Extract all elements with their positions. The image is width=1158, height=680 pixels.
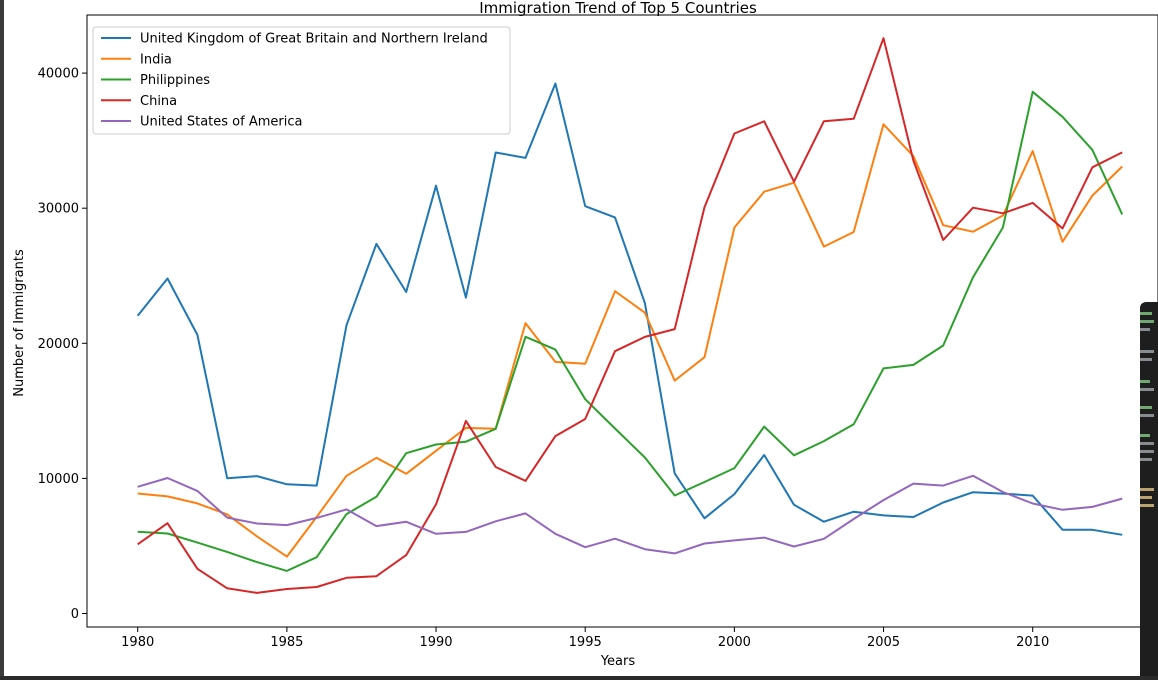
window-bottom-border: [0, 676, 1158, 680]
x-axis-label: Years: [600, 654, 636, 669]
x-tick-label: 2000: [718, 635, 751, 650]
plot-area: [86, 14, 1158, 628]
y-tick-label: 30000: [38, 202, 79, 217]
series-line-united-states-of-america: [137, 474, 1123, 555]
y-tick-label: 20000: [38, 337, 79, 352]
code-editor-edge: [1140, 302, 1158, 680]
y-tick-label: 40000: [38, 67, 79, 82]
chart-title: Immigration Trend of Top 5 Countries: [479, 0, 757, 17]
legend-box: [92, 26, 511, 135]
axis-ticks: 1980 1985 1990 1995 2000 2005 2010 0 10000 20000 3…: [38, 67, 1050, 650]
line-chart: Immigration Trend of Top 5 Countries 198…: [12, 0, 1158, 669]
chart-legend: United Kingdom of Great Britain and Nort…: [92, 26, 511, 135]
y-tick-label: 0: [71, 607, 79, 622]
x-tick-label: 1990: [419, 635, 452, 650]
series-line-china: [137, 37, 1123, 594]
series-lines: [136, 37, 1124, 594]
x-tick-label: 2010: [1016, 635, 1049, 650]
legend-label: United States of America: [140, 115, 302, 130]
x-tick-label: 1980: [121, 635, 154, 650]
figure-window: Immigration Trend of Top 5 Countries 198…: [4, 0, 1158, 676]
legend-label: India: [140, 52, 172, 67]
legend-label: United Kingdom of Great Britain and Nort…: [140, 32, 488, 47]
x-tick-label: 2005: [867, 635, 900, 650]
series-line-india: [137, 123, 1123, 558]
legend-label: China: [140, 94, 177, 109]
y-axis-label: Number of Immigrants: [12, 249, 27, 397]
x-tick-label: 1995: [569, 635, 602, 650]
legend-label: Philippines: [140, 73, 210, 88]
x-tick-label: 1985: [270, 635, 303, 650]
y-tick-label: 10000: [38, 472, 79, 487]
series-line-united-kingdom-of-great-britain-and-northern-ireland: [136, 82, 1123, 536]
series-line-philippines: [137, 90, 1124, 572]
